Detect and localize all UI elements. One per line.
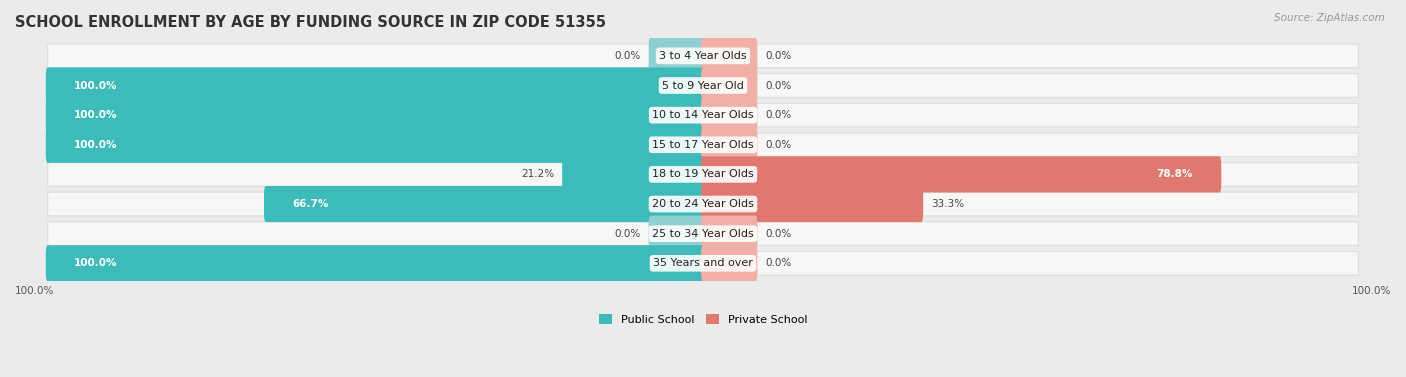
FancyBboxPatch shape [702, 38, 758, 74]
Text: 100.0%: 100.0% [75, 81, 118, 90]
Text: 15 to 17 Year Olds: 15 to 17 Year Olds [652, 140, 754, 150]
Text: 100.0%: 100.0% [1351, 285, 1391, 296]
FancyBboxPatch shape [702, 97, 758, 133]
Text: 66.7%: 66.7% [292, 199, 329, 209]
FancyBboxPatch shape [702, 216, 758, 252]
FancyBboxPatch shape [648, 216, 704, 252]
FancyBboxPatch shape [264, 186, 704, 222]
Text: 18 to 19 Year Olds: 18 to 19 Year Olds [652, 169, 754, 179]
FancyBboxPatch shape [48, 251, 1358, 275]
FancyBboxPatch shape [562, 156, 704, 193]
Text: 100.0%: 100.0% [75, 258, 118, 268]
FancyBboxPatch shape [48, 133, 1358, 156]
FancyBboxPatch shape [46, 245, 704, 281]
FancyBboxPatch shape [48, 103, 1358, 127]
Text: 0.0%: 0.0% [765, 258, 792, 268]
Text: 0.0%: 0.0% [765, 110, 792, 120]
FancyBboxPatch shape [48, 74, 1358, 97]
Legend: Public School, Private School: Public School, Private School [595, 309, 811, 329]
FancyBboxPatch shape [46, 67, 704, 104]
FancyBboxPatch shape [48, 44, 1358, 68]
Text: 0.0%: 0.0% [765, 229, 792, 239]
FancyBboxPatch shape [46, 127, 704, 163]
Text: 0.0%: 0.0% [765, 51, 792, 61]
FancyBboxPatch shape [48, 222, 1358, 245]
Text: 0.0%: 0.0% [765, 140, 792, 150]
FancyBboxPatch shape [702, 186, 924, 222]
Text: 10 to 14 Year Olds: 10 to 14 Year Olds [652, 110, 754, 120]
FancyBboxPatch shape [46, 97, 704, 133]
Text: 78.8%: 78.8% [1157, 169, 1194, 179]
Text: 100.0%: 100.0% [75, 110, 118, 120]
Text: 21.2%: 21.2% [522, 169, 554, 179]
Text: 0.0%: 0.0% [765, 81, 792, 90]
Text: 0.0%: 0.0% [614, 229, 641, 239]
Text: 0.0%: 0.0% [614, 51, 641, 61]
FancyBboxPatch shape [702, 156, 1222, 193]
Text: 100.0%: 100.0% [75, 140, 118, 150]
FancyBboxPatch shape [702, 245, 758, 281]
Text: 3 to 4 Year Olds: 3 to 4 Year Olds [659, 51, 747, 61]
Text: 33.3%: 33.3% [931, 199, 965, 209]
Text: Source: ZipAtlas.com: Source: ZipAtlas.com [1274, 13, 1385, 23]
Text: 35 Years and over: 35 Years and over [652, 258, 754, 268]
Text: 100.0%: 100.0% [15, 285, 55, 296]
Text: 5 to 9 Year Old: 5 to 9 Year Old [662, 81, 744, 90]
FancyBboxPatch shape [702, 67, 758, 104]
FancyBboxPatch shape [48, 162, 1358, 186]
Text: 25 to 34 Year Olds: 25 to 34 Year Olds [652, 229, 754, 239]
Text: SCHOOL ENROLLMENT BY AGE BY FUNDING SOURCE IN ZIP CODE 51355: SCHOOL ENROLLMENT BY AGE BY FUNDING SOUR… [15, 15, 606, 30]
FancyBboxPatch shape [648, 38, 704, 74]
FancyBboxPatch shape [48, 192, 1358, 216]
Text: 20 to 24 Year Olds: 20 to 24 Year Olds [652, 199, 754, 209]
FancyBboxPatch shape [702, 127, 758, 163]
